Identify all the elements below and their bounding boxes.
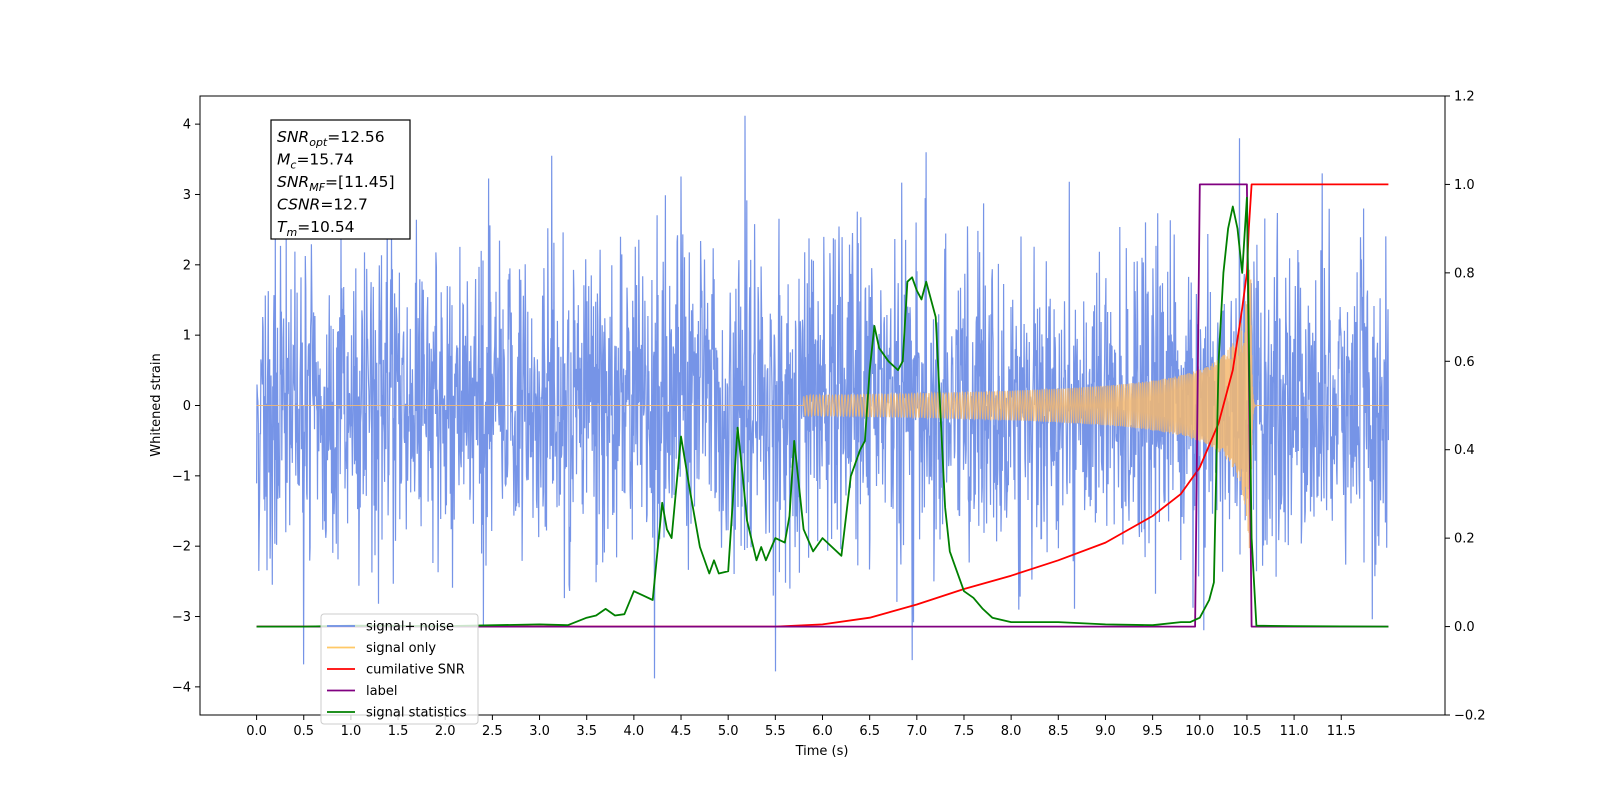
y-right-tick-label: −0.2 — [1454, 709, 1486, 724]
y-left-tick-label: 1 — [183, 329, 191, 344]
y-right-tick-label: 1.2 — [1454, 90, 1475, 105]
series-signal-statistics-line — [256, 196, 1389, 628]
x-tick-label: 6.0 — [812, 724, 833, 739]
x-tick-label: 8.0 — [1001, 724, 1022, 739]
y-left-tick-label: −3 — [172, 610, 191, 625]
legend-label: signal only — [366, 641, 436, 656]
y-left-tick-label: −1 — [172, 469, 191, 484]
info-symbol: M — [277, 151, 290, 169]
info-symbol: SNR — [277, 128, 309, 146]
info-line: SNRopt=12.56 — [277, 128, 385, 149]
info-value: =15.74 — [296, 151, 353, 169]
y-left-tick-label: −2 — [172, 540, 191, 555]
y-axis-right: 1.2 1.0 0.8 0.6 0.4 0.2 0.0 −0.2 — [1445, 90, 1486, 724]
legend-label: signal+ noise — [366, 620, 454, 635]
x-tick-label: 10.0 — [1185, 724, 1214, 739]
series-cumilative-snr-line — [256, 183, 1389, 628]
info-subscript: m — [286, 226, 297, 239]
y-left-tick-label: 0 — [183, 399, 191, 414]
y-right-tick-label: 0.6 — [1454, 355, 1475, 370]
x-tick-label: 3.0 — [529, 724, 550, 739]
x-tick-label: 5.5 — [765, 724, 786, 739]
x-tick-label: 11.5 — [1327, 724, 1356, 739]
y-left-tick-label: 2 — [183, 258, 191, 273]
x-tick-label: 1.5 — [388, 724, 409, 739]
x-tick-label: 8.5 — [1048, 724, 1069, 739]
x-tick-label: 2.5 — [482, 724, 503, 739]
x-tick-label: 1.0 — [341, 724, 362, 739]
x-axis-label: Time (s) — [795, 744, 849, 759]
x-tick-label: 9.0 — [1095, 724, 1116, 739]
series-signal-only-line — [256, 269, 1389, 549]
x-tick-label: 0.5 — [293, 724, 314, 739]
x-tick-label: 6.5 — [859, 724, 880, 739]
x-axis: 0.0 0.5 1.0 1.5 2.0 2.5 3.0 3.5 4.0 4.5 5.0 5.5 6.0 6… — [246, 715, 1356, 739]
x-tick-label: 5.0 — [718, 724, 739, 739]
x-tick-label: 10.5 — [1232, 724, 1261, 739]
info-line: Mc=15.74 — [277, 151, 354, 172]
y-axis-label: Whitened strain — [149, 353, 164, 456]
x-tick-label: 2.0 — [435, 724, 456, 739]
y-right-tick-label: 0.0 — [1454, 620, 1475, 635]
y-left-tick-label: 4 — [183, 118, 191, 133]
info-value: =12.7 — [320, 196, 368, 214]
x-tick-label: 4.5 — [671, 724, 692, 739]
x-tick-label: 7.5 — [954, 724, 975, 739]
legend-label: label — [366, 684, 397, 699]
info-value: =10.54 — [297, 218, 354, 236]
info-subscript: c — [290, 159, 296, 172]
x-tick-label: 7.0 — [906, 724, 927, 739]
info-subscript: opt — [309, 136, 328, 149]
info-symbol: CSNR — [277, 196, 320, 214]
y-axis-left: 4 3 2 1 0 −1 −2 −3 −4 — [172, 118, 200, 695]
x-tick-label: 0.0 — [246, 724, 267, 739]
x-tick-label: 11.0 — [1280, 724, 1309, 739]
info-subscript: MF — [309, 181, 325, 194]
info-value: =[11.45] — [325, 173, 394, 191]
info-line: Tm=10.54 — [277, 218, 355, 239]
y-right-tick-label: 1.0 — [1454, 178, 1475, 193]
info-value: =12.56 — [327, 128, 384, 146]
x-tick-label: 4.0 — [624, 724, 645, 739]
legend-label: cumilative SNR — [366, 663, 465, 678]
y-left-tick-label: 3 — [183, 188, 191, 203]
legend-frame — [320, 613, 479, 725]
info-box-frame — [270, 119, 411, 240]
info-symbol: T — [277, 218, 288, 236]
info-box: SNRopt=12.56Mc=15.74SNRMF=[11.45]CSNR=12… — [270, 119, 411, 240]
y-left-tick-label: −4 — [172, 680, 191, 695]
x-tick-label: 3.5 — [576, 724, 597, 739]
x-tick-label: 9.5 — [1142, 724, 1163, 739]
y-right-tick-label: 0.2 — [1454, 532, 1475, 547]
legend: signal+ noise signal only cumilative SNR la… — [320, 613, 479, 725]
legend-label: signal statistics — [366, 706, 467, 721]
info-symbol: SNR — [277, 173, 309, 191]
info-line: CSNR=12.7 — [277, 196, 368, 214]
y-right-tick-label: 0.4 — [1454, 443, 1475, 458]
y-right-tick-label: 0.8 — [1454, 266, 1475, 281]
info-line: SNRMF=[11.45] — [277, 173, 395, 194]
